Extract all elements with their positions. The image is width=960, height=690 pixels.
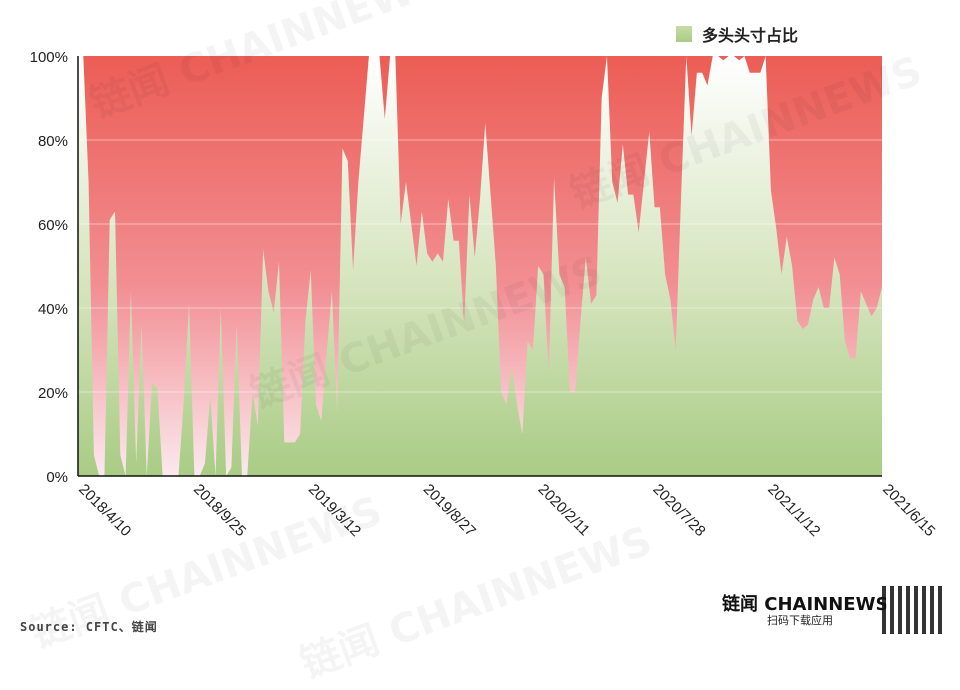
brand-logo: 链闻 CHAINNEWS [722, 594, 889, 615]
chart-canvas: 0% 20% 40% 60% 80% 100% 2018/4/10 2018/9/25 2019… [30, 49, 939, 540]
legend: 多头头寸占比 [676, 22, 798, 46]
x-tick-label: 2018/9/25 [190, 481, 249, 540]
x-tick-label: 2018/4/10 [75, 481, 134, 540]
long-share-area [78, 56, 882, 476]
x-tick-label: 2019/8/27 [420, 481, 479, 540]
y-tick-label: 20% [38, 385, 68, 402]
x-tick-label: 2019/3/12 [305, 481, 364, 540]
y-tick-label: 80% [38, 133, 68, 150]
x-tick-label: 2021/6/15 [879, 481, 938, 540]
y-tick-label: 60% [38, 217, 68, 234]
brand-subtitle: 扫码下载应用 [767, 614, 833, 627]
y-tick-label: 40% [38, 301, 68, 318]
x-tick-label: 2020/7/28 [649, 481, 708, 540]
x-tick-label: 2020/2/11 [535, 481, 593, 539]
y-tick-label: 0% [46, 469, 68, 486]
qr-code-icon [882, 586, 946, 634]
legend-label: 多头头寸占比 [702, 26, 799, 45]
source-note: Source: CFTC、链闻 [20, 620, 158, 634]
legend-swatch [676, 26, 692, 42]
x-tick-label: 2021/1/12 [764, 481, 823, 540]
y-tick-label: 100% [30, 49, 68, 66]
